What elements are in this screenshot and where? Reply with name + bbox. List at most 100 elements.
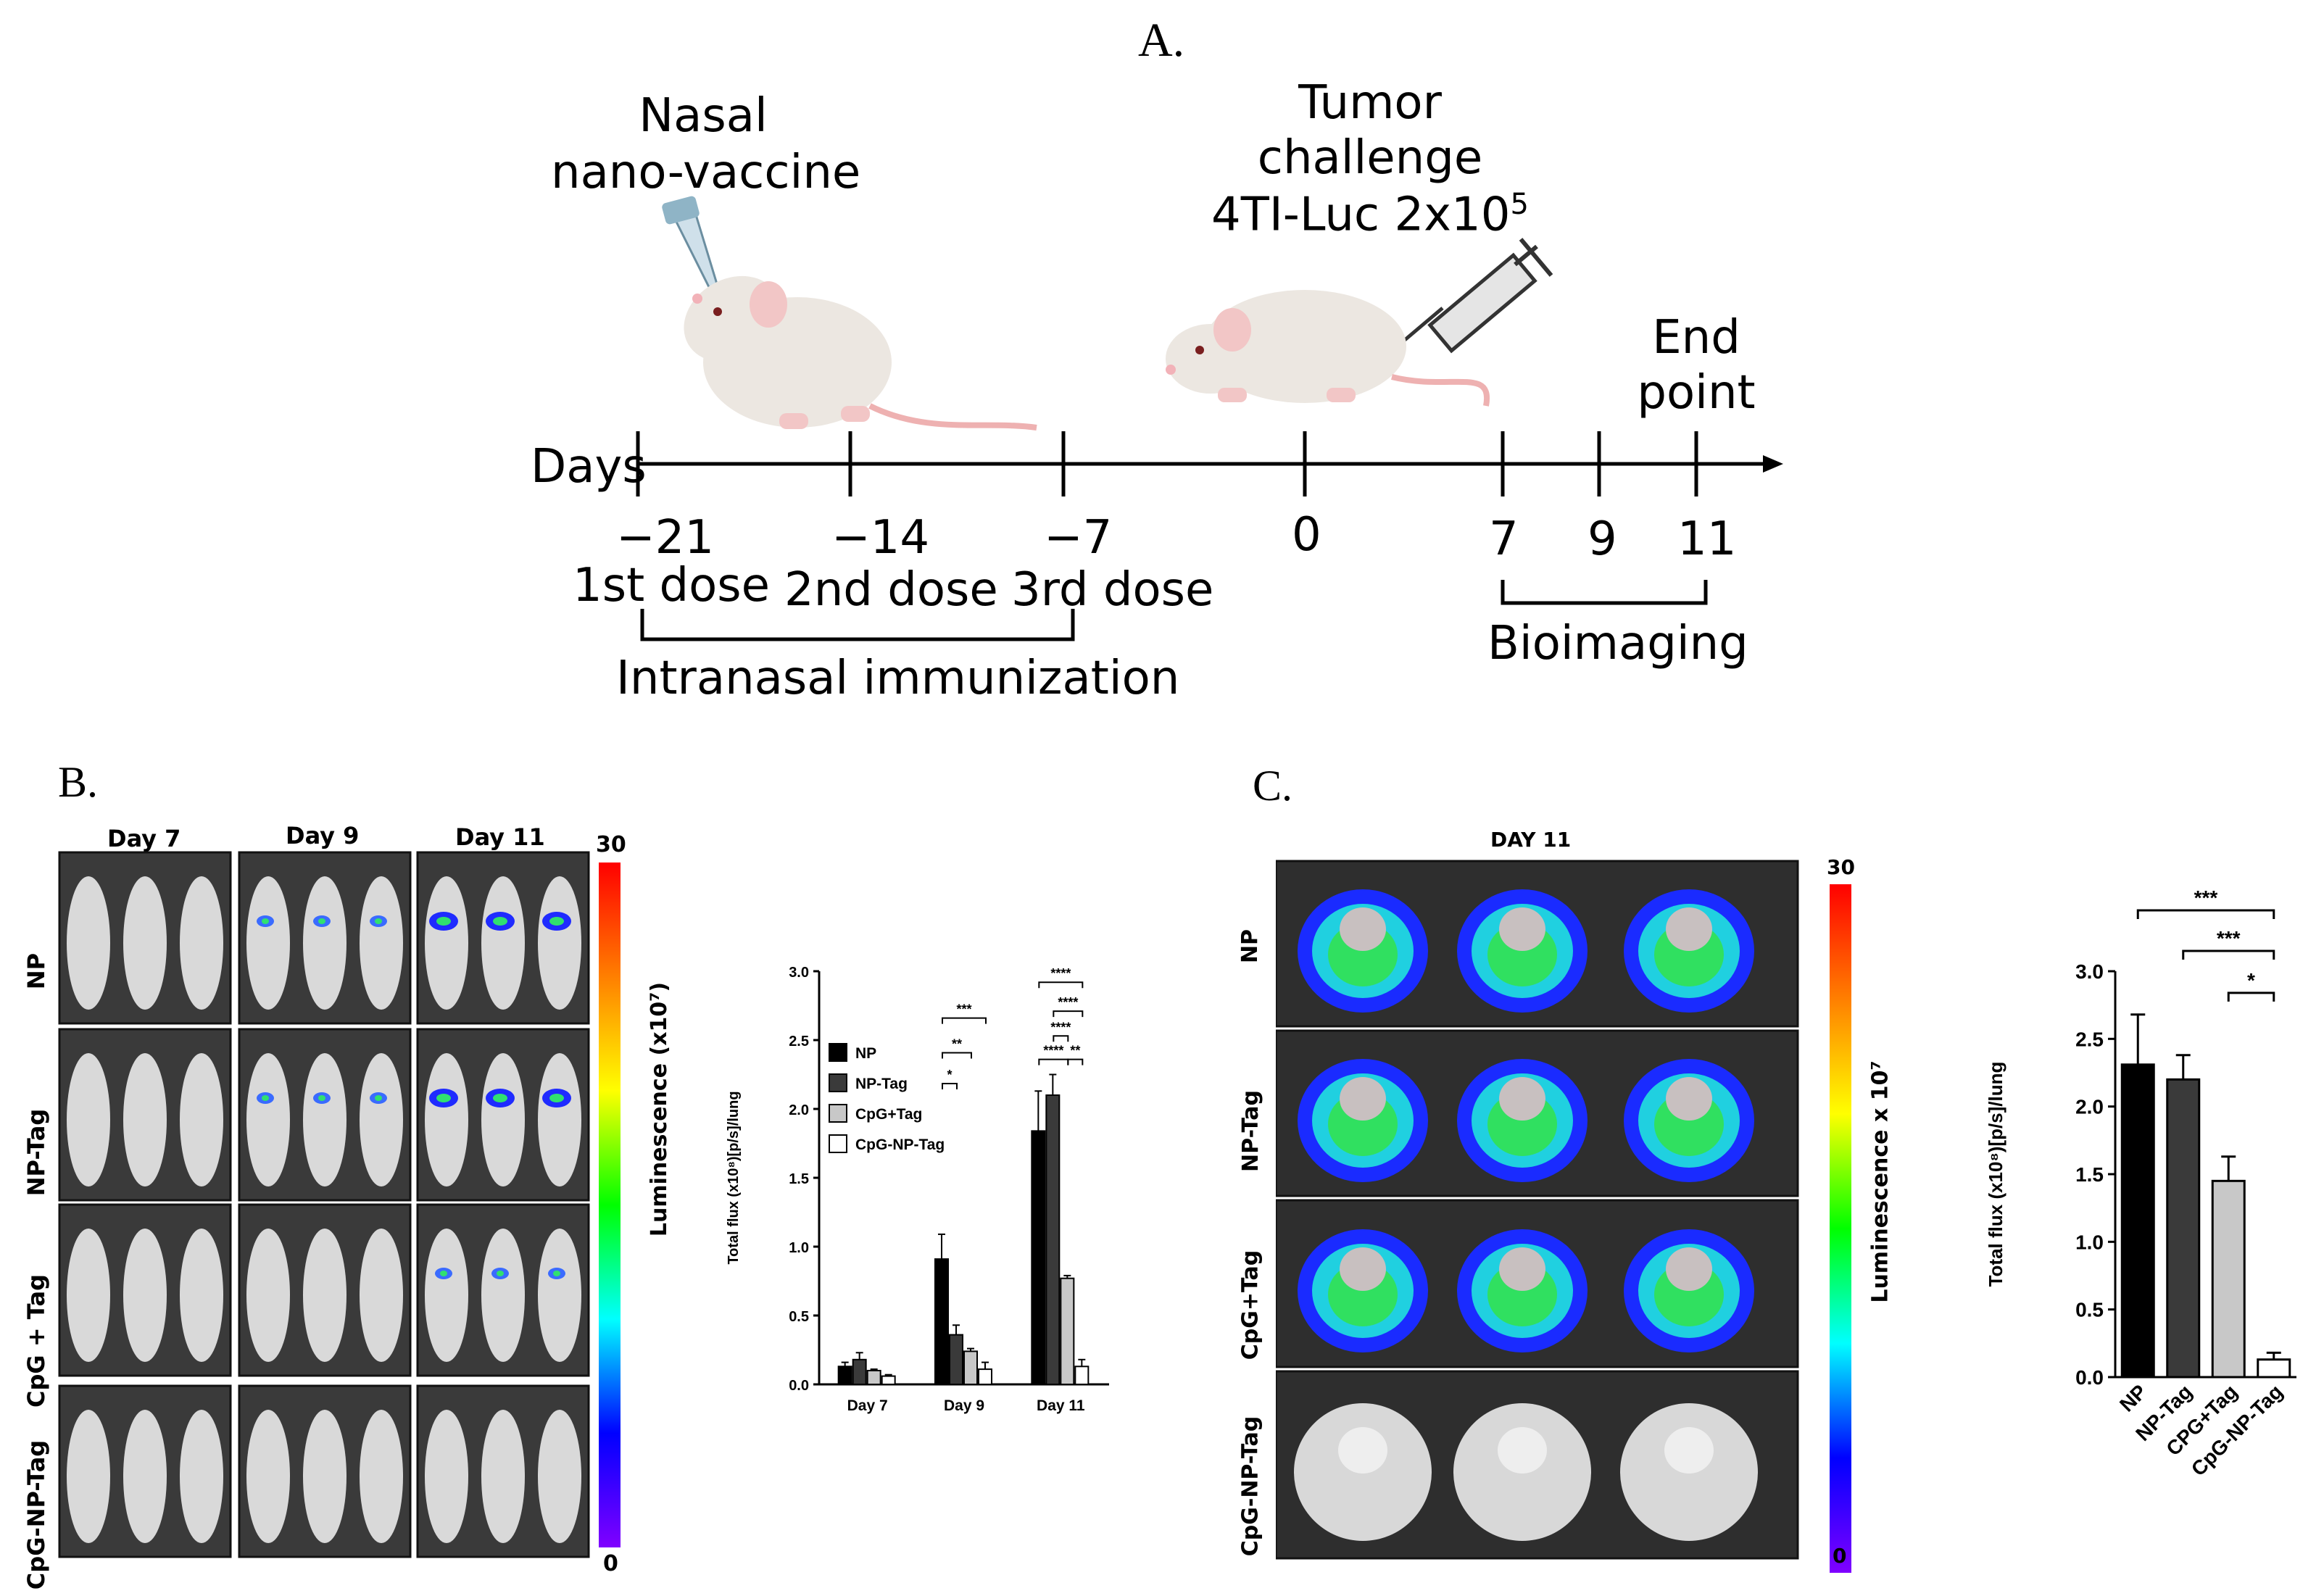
legend-swatch (829, 1043, 847, 1062)
y-axis-label: Total flux (x10⁸)[p/s]/lung (726, 1091, 742, 1264)
legend-label: CpG+Tag (855, 1106, 922, 1123)
challenge-title-line2: challenge (1257, 131, 1483, 185)
signal-spot (375, 918, 382, 924)
lung-tissue (1340, 907, 1386, 951)
y-axis-label: Total flux (x10⁸)[p/s]/lung (1985, 1062, 2006, 1287)
mouse-body (303, 1053, 346, 1186)
timeline-graphic (636, 196, 1783, 641)
signal-spot (318, 1095, 325, 1101)
mouse-body (67, 1053, 110, 1186)
mouse-body (123, 1053, 167, 1186)
signal-spot (375, 1095, 382, 1101)
colorbar-label-b: Luminescence (x10⁷) (638, 928, 681, 1290)
mouse-body (481, 1053, 525, 1186)
dose-label: 2nd dose (784, 563, 998, 617)
row-label-text: CpG + Tag (22, 1274, 51, 1408)
lung-tissue (1666, 1247, 1712, 1291)
signal-spot (549, 917, 564, 926)
signal-spot (493, 1094, 507, 1102)
lung-tissue (1499, 1077, 1545, 1121)
signal-spot (262, 918, 269, 924)
mouse-body (180, 1229, 223, 1362)
bar (1060, 1277, 1075, 1386)
panel-label-c: C. (1253, 762, 1293, 810)
challenge-title: Tumor challenge 4TI-Luc 2x105 (1189, 80, 1551, 238)
mouse-body (123, 876, 167, 1010)
colorbar-max: 30 (1827, 855, 1855, 879)
colorbar-min: 0 (1833, 1544, 1847, 1568)
mouse-body (180, 876, 223, 1010)
legend-swatch (829, 1104, 847, 1123)
row-label-text: CpG-NP-Tag (1237, 1416, 1263, 1556)
mouse-body (538, 1053, 581, 1186)
day-tick-label: −7 (1044, 511, 1113, 565)
y-tick-label: 0.5 (789, 1309, 809, 1325)
day-tick-label: −14 (831, 511, 930, 565)
mouse-body (180, 1053, 223, 1186)
day-tick-label: 0 (1292, 508, 1321, 562)
mouse-body (538, 1229, 581, 1362)
signal-spot (262, 1095, 269, 1101)
significance-bracket (1038, 1058, 1069, 1065)
challenge-cells-text: 4TI-Luc 2x10 (1211, 188, 1511, 242)
lung-tissue (1340, 1247, 1386, 1291)
colorbar-min: 0 (603, 1551, 618, 1576)
signal-spot (436, 917, 451, 926)
x-tick-label: Day 11 (1037, 1397, 1085, 1414)
chart-c: 0.00.51.01.52.02.53.0NPNP-TagCPG+TagCpG-… (1985, 886, 2296, 1480)
mouse-body (360, 876, 403, 1010)
bioimaging-label: Bioimaging (1487, 617, 1748, 670)
day-header: Day 11 (455, 823, 545, 851)
significance-mark: * (947, 1068, 952, 1082)
row-label: CpG-NP-Tag (14, 1439, 58, 1590)
vaccine-title-line1: Nasal (639, 89, 768, 143)
row-label-text: CpG-NP-Tag (22, 1439, 51, 1590)
lung-grid (1276, 860, 1799, 1560)
colorbar-c (1830, 884, 1851, 1573)
day-tick-label: −21 (616, 511, 715, 565)
significance-mark: ** (1070, 1044, 1080, 1058)
signal-spot (549, 1094, 564, 1102)
significance-mark: **** (1043, 1044, 1063, 1058)
mouse-body (481, 1229, 525, 1362)
immunization-label: Intranasal immunization (616, 652, 1180, 705)
x-tick-label: NP (2115, 1380, 2151, 1416)
colorbar-b (599, 863, 621, 1547)
lung-tissue (1498, 1427, 1547, 1474)
row-label-text: CpG+Tag (1237, 1250, 1263, 1360)
bar (2120, 1063, 2155, 1379)
vaccine-title-line2: nano-vaccine (551, 146, 861, 199)
bli-mouse-grid (58, 851, 590, 1558)
vaccine-title: Nasal nano-vaccine (551, 89, 861, 199)
day-header: Day 9 (286, 822, 360, 849)
bar (2166, 1078, 2201, 1379)
colorbar-label-c: Luminescence x 10⁷ (1859, 1015, 1902, 1348)
y-tick-label: 3.0 (789, 965, 809, 981)
signal-spot (440, 1271, 447, 1276)
significance-mark: **** (1050, 1020, 1071, 1034)
x-tick-label: Day 7 (847, 1397, 888, 1414)
day-tick-label: 11 (1677, 512, 1737, 566)
bar (1045, 1094, 1061, 1385)
y-tick-label: 2.0 (789, 1102, 809, 1118)
row-label-text: NP (22, 952, 50, 990)
colorbar-label-text: Luminescence (x10⁷) (647, 981, 673, 1237)
signal-spot (493, 917, 507, 926)
mouse-body (246, 1410, 290, 1543)
row-label: CpG-NP-Tag (1225, 1406, 1276, 1566)
mouse-body (360, 1410, 403, 1543)
significance-bracket (2136, 909, 2275, 919)
syringe-icon (1394, 238, 1553, 354)
mouse-icon-vaccine (684, 275, 1037, 431)
panel-c-title: DAY 11 (1490, 828, 1572, 852)
mouse-body (303, 876, 346, 1010)
row-labels-b: NP NP-Tag CpG + Tag CpG-NP-Tag (0, 855, 58, 1589)
endpoint-line2: point (1637, 366, 1756, 420)
mouse-body (303, 1410, 346, 1543)
bar (949, 1334, 963, 1385)
bar (852, 1358, 867, 1385)
dose-label: 1st dose (573, 559, 770, 612)
mouse-body (425, 1229, 468, 1362)
lung-tissue (1338, 1427, 1387, 1474)
y-tick-label: 1.5 (789, 1171, 809, 1187)
